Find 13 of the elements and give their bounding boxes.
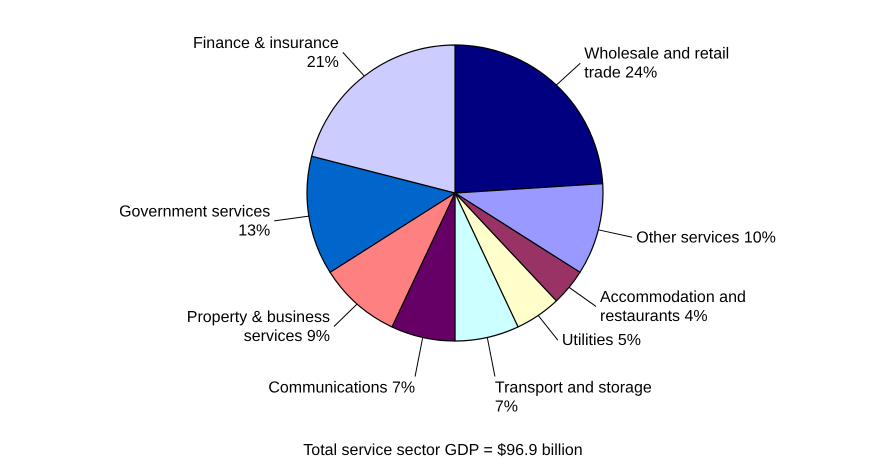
data-label: 7% bbox=[494, 398, 518, 416]
slice-label: Finance & insurance bbox=[192, 34, 339, 52]
slice-label: Wholesale and retail trade 24% bbox=[584, 46, 730, 82]
slice-label: Government services bbox=[119, 203, 270, 220]
slice-label: Utilities 5% bbox=[562, 332, 641, 350]
slice-label: Communications 7% bbox=[268, 379, 416, 396]
data-label: 21% bbox=[306, 54, 339, 71]
slice-label: Accommodation and restaurants 4% bbox=[600, 288, 746, 325]
slice-label: Other services 10% bbox=[636, 229, 776, 246]
text: Total service sector GDP = $96.9 billion bbox=[303, 442, 583, 459]
data-label: 13% bbox=[238, 222, 270, 240]
slice-label: Transport and storage bbox=[494, 379, 652, 396]
slice-label: Property & business services 9% bbox=[186, 309, 330, 346]
